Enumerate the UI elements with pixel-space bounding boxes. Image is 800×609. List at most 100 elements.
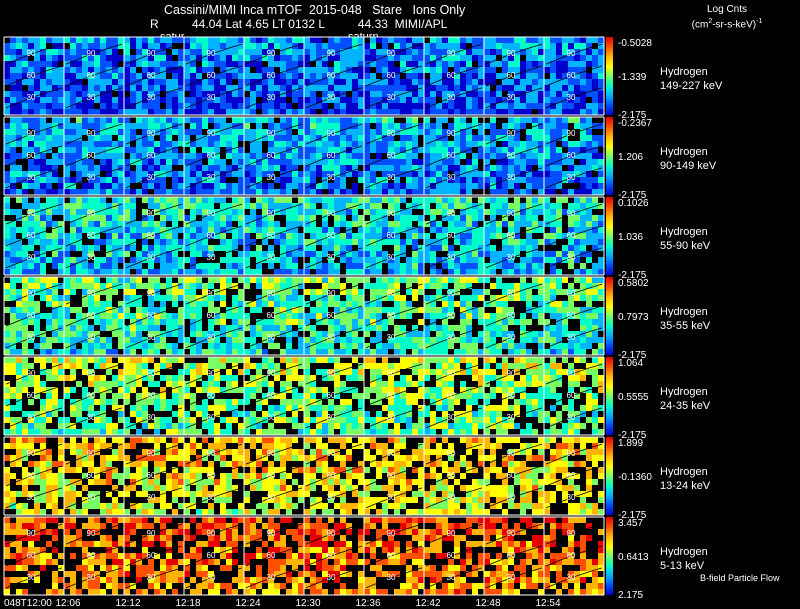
heatmap-cell (238, 91, 244, 97)
heatmap-cell (496, 289, 502, 295)
heatmap-cell (124, 135, 130, 141)
heatmap-cell (52, 295, 58, 301)
heatmap-cell (448, 283, 454, 289)
heatmap-cell (466, 263, 472, 269)
heatmap-cell (292, 289, 298, 295)
heatmap-cell (496, 135, 502, 141)
heatmap-cell (4, 135, 10, 141)
heatmap-cell (184, 73, 190, 79)
heatmap-cell (22, 197, 28, 203)
heatmap-cell (382, 123, 388, 129)
heatmap-cell (472, 319, 478, 325)
heatmap-cell (154, 233, 160, 239)
contour-label: 60 (447, 151, 456, 160)
heatmap-cell (550, 289, 556, 295)
heatmap-cell (370, 283, 376, 289)
heatmap-cell (256, 109, 262, 115)
heatmap-cell (448, 183, 454, 189)
heatmap-cell (304, 245, 310, 251)
heatmap-cell (586, 165, 592, 171)
heatmap-cell (46, 141, 52, 147)
heatmap-cell (490, 263, 496, 269)
contour-label: 60 (387, 231, 396, 240)
heatmap-cell (406, 85, 412, 91)
heatmap-cell (472, 301, 478, 307)
heatmap-cell (502, 203, 508, 209)
heatmap-cell (310, 147, 316, 153)
heatmap-cell (334, 97, 340, 103)
heatmap-cell (436, 227, 442, 233)
heatmap-cell (28, 55, 34, 61)
heatmap-cell (484, 43, 490, 49)
heatmap-cell (472, 79, 478, 85)
heatmap-cell (472, 91, 478, 97)
heatmap-cell (88, 67, 94, 73)
heatmap-cell (562, 277, 568, 283)
heatmap-cell (502, 227, 508, 233)
heatmap-cell (280, 319, 286, 325)
heatmap-cell (340, 153, 346, 159)
heatmap-cell (184, 43, 190, 49)
heatmap-cell (472, 215, 478, 221)
heatmap-cell (430, 67, 436, 73)
heatmap-cell (514, 319, 520, 325)
heatmap-cell (592, 277, 598, 283)
heatmap-cell (208, 215, 214, 221)
heatmap-cell (184, 203, 190, 209)
heatmap-cell (292, 239, 298, 245)
heatmap-cell (10, 123, 16, 129)
heatmap-cell (550, 37, 556, 43)
heatmap-cell (154, 103, 160, 109)
contour-label: 60 (327, 231, 336, 240)
heatmap-cell (46, 37, 52, 43)
heatmap-cell (448, 301, 454, 307)
heatmap-cell (580, 319, 586, 325)
heatmap-cell (430, 307, 436, 313)
heatmap-cell (64, 197, 70, 203)
heatmap-cell (556, 295, 562, 301)
heatmap-cell (370, 313, 376, 319)
heatmap-cell (238, 67, 244, 73)
heatmap-cell (244, 43, 250, 49)
heatmap-cell (496, 159, 502, 165)
heatmap-cell (46, 233, 52, 239)
heatmap-cell (124, 49, 130, 55)
heatmap-cell (190, 97, 196, 103)
heatmap-cell (562, 245, 568, 251)
heatmap-cell (88, 245, 94, 251)
heatmap-cell (418, 97, 424, 103)
heatmap-cell (52, 189, 58, 195)
heatmap-cell (574, 197, 580, 203)
heatmap-cell (64, 189, 70, 195)
heatmap-cell (454, 263, 460, 269)
heatmap-cell (310, 257, 316, 263)
heatmap-cell (520, 79, 526, 85)
heatmap-cell (16, 221, 22, 227)
heatmap-cell (124, 257, 130, 263)
heatmap-cell (466, 269, 472, 275)
heatmap-cell (508, 177, 514, 183)
heatmap-cell (76, 269, 82, 275)
heatmap-cell (220, 215, 226, 221)
heatmap-cell (106, 269, 112, 275)
heatmap-cell (226, 85, 232, 91)
heatmap-cell (88, 277, 94, 283)
heatmap-cell (556, 153, 562, 159)
heatmap-cell (112, 215, 118, 221)
heatmap-cell (82, 183, 88, 189)
heatmap-cell (418, 189, 424, 195)
heatmap-cell (436, 61, 442, 67)
heatmap-cell (82, 209, 88, 215)
heatmap-cell (562, 307, 568, 313)
heatmap-cell (592, 37, 598, 43)
heatmap-cell (274, 85, 280, 91)
heatmap-cell (100, 177, 106, 183)
heatmap-cell (64, 209, 70, 215)
heatmap-cell (190, 117, 196, 123)
heatmap-cell (274, 109, 280, 115)
heatmap-cell (178, 109, 184, 115)
heatmap-cell (508, 43, 514, 49)
heatmap-cell (160, 109, 166, 115)
heatmap-cell (430, 313, 436, 319)
heatmap-cell (40, 43, 46, 49)
